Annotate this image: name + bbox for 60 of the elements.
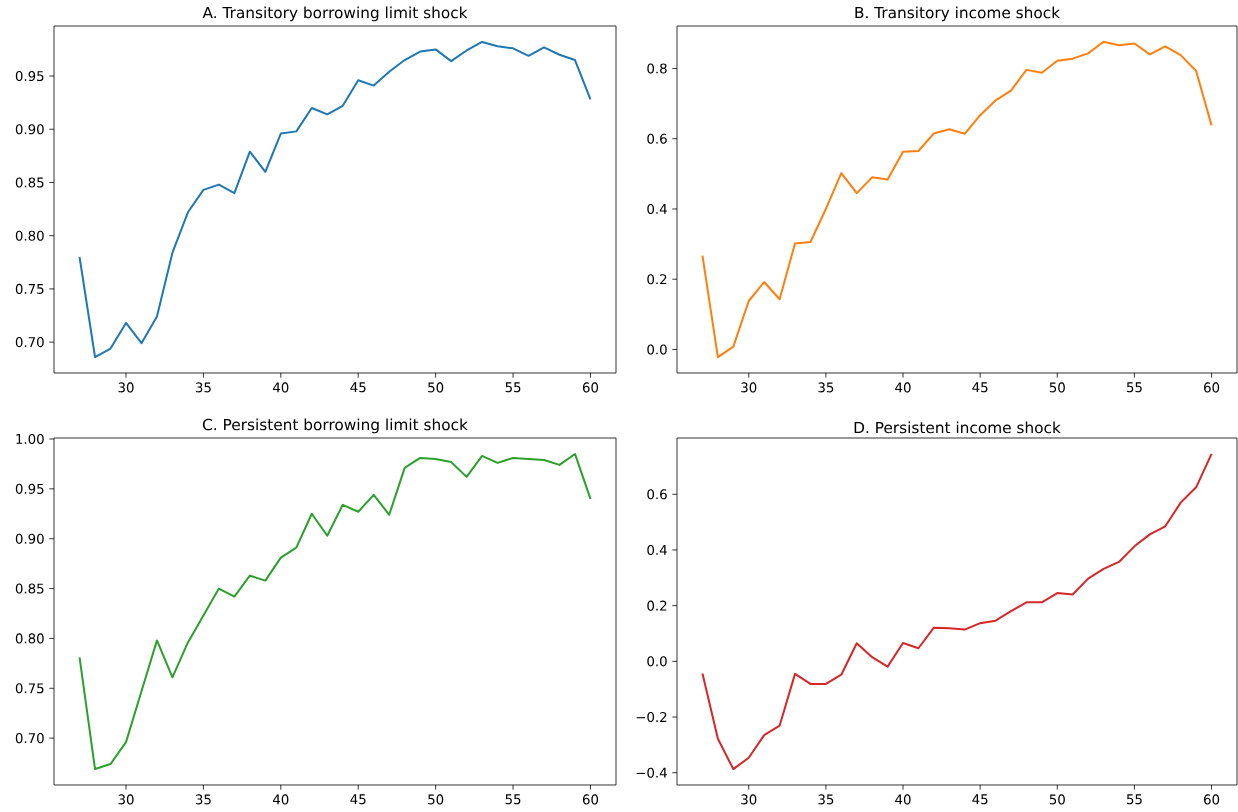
y-tick-label: −0.2 — [636, 711, 667, 723]
x-tick-label: 45 — [350, 382, 366, 393]
line-series — [701, 40, 1213, 359]
x-tick-label: 30 — [118, 794, 134, 805]
x-tick-label: 45 — [972, 794, 988, 805]
y-tick-label: 0.80 — [15, 230, 44, 241]
x-tick-label: 35 — [818, 382, 834, 393]
x-tick-label: 35 — [818, 794, 834, 805]
y-tick-label: 0.90 — [15, 533, 44, 544]
line-series — [78, 40, 592, 359]
x-tick-label: 60 — [582, 382, 599, 393]
y-tick-label: 0.85 — [15, 177, 44, 188]
x-tick-label: 45 — [350, 794, 366, 805]
y-tick-label: 0.95 — [15, 483, 44, 494]
y-tick-label: 0.75 — [15, 683, 44, 694]
y-tick-label: 0.6 — [647, 133, 667, 144]
x-tick-label: 60 — [582, 794, 599, 805]
x-tick-label: 55 — [505, 794, 521, 805]
x-tick-label: 60 — [1204, 382, 1220, 393]
y-tick-label: 0.0 — [647, 656, 667, 667]
line-series — [78, 452, 592, 771]
y-tick-label: 0.6 — [647, 489, 667, 500]
line-series — [701, 452, 1213, 771]
y-tick-label: 0.70 — [15, 733, 44, 744]
x-tick-label: 50 — [1049, 794, 1065, 805]
y-tick-label: 0.95 — [15, 70, 44, 82]
x-tick-label: 50 — [1049, 382, 1065, 393]
y-tick-label: 0.2 — [647, 600, 667, 611]
y-tick-label: 0.70 — [15, 337, 44, 348]
y-tick-label: 0.80 — [15, 633, 44, 644]
y-tick-label: 1.00 — [16, 433, 44, 445]
y-tick-label: 0.0 — [647, 344, 667, 355]
x-tick-label: 40 — [895, 794, 911, 805]
x-tick-label: 55 — [1126, 382, 1142, 393]
y-tick-label: 0.2 — [647, 274, 667, 285]
y-tick-label: 0.85 — [15, 583, 44, 594]
y-tick-label: 0.75 — [15, 283, 44, 294]
x-tick-label: 40 — [272, 382, 289, 393]
y-tick-label: 0.4 — [647, 544, 667, 555]
x-tick-label: 30 — [118, 382, 134, 393]
x-tick-label: 50 — [428, 382, 444, 393]
chart-title: B. Transitory income shock — [855, 6, 1061, 22]
x-tick-label: 55 — [505, 382, 521, 393]
x-tick-label: 55 — [1126, 794, 1142, 805]
x-tick-label: 35 — [195, 382, 211, 393]
x-tick-label: 30 — [741, 382, 757, 393]
x-tick-label: 40 — [895, 382, 911, 393]
y-tick-label: −0.4 — [636, 767, 667, 778]
x-tick-label: 50 — [428, 794, 444, 805]
x-tick-label: 35 — [195, 794, 211, 805]
x-tick-label: 40 — [272, 794, 289, 805]
chart-title: A. Transitory borrowing limit shock — [202, 6, 468, 22]
x-tick-label: 60 — [1204, 794, 1220, 805]
chart-title: C. Persistent borrowing limit shock — [202, 418, 468, 434]
chart-title: D. Persistent income shock — [854, 421, 1061, 434]
x-tick-label: 30 — [741, 794, 757, 805]
x-tick-label: 45 — [972, 382, 988, 393]
y-tick-label: 0.4 — [647, 203, 667, 215]
y-tick-label: 0.8 — [647, 63, 667, 74]
y-tick-label: 0.90 — [15, 124, 44, 135]
